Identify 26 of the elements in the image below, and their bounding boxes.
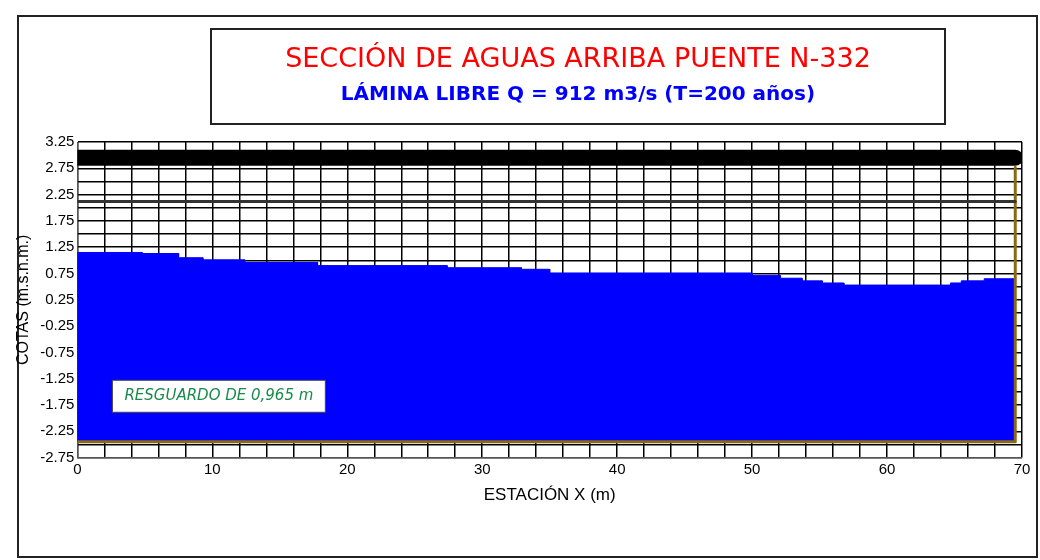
y-tick-label: -2.25 <box>40 421 75 439</box>
y-tick-label: 2.25 <box>45 184 75 202</box>
x-tick-label: 50 <box>743 459 761 477</box>
x-tick-label: 60 <box>878 459 896 477</box>
y-tick-label: 3.25 <box>45 132 75 150</box>
y-tick-label: 0.25 <box>45 289 75 307</box>
y-tick-label: -0.75 <box>40 342 75 360</box>
x-tick-label: 70 <box>1013 459 1031 477</box>
x-tick-label: 20 <box>338 459 356 477</box>
y-axis-title: COTAS (m.s.n.m.) <box>14 234 32 365</box>
chart-subtitle: LÁMINA LIBRE Q = 912 m3/s (T=200 años) <box>339 81 817 105</box>
x-tick-label: 40 <box>608 459 626 477</box>
x-tick-label: 0 <box>73 459 82 477</box>
annotation: RESGUARDO DE 0,965 m <box>124 386 314 405</box>
y-tick-label: 0.75 <box>45 263 75 281</box>
y-tick-label: 2.75 <box>45 158 75 176</box>
x-tick-label: 10 <box>203 459 221 477</box>
y-tick-label: -1.75 <box>40 395 75 413</box>
y-tick-label: 1.25 <box>45 237 75 255</box>
y-tick-label: -0.25 <box>40 316 75 334</box>
x-tick-label: 30 <box>473 459 491 477</box>
y-tick-label: -1.25 <box>40 368 75 386</box>
x-axis-title: ESTACIÓN X (m) <box>483 485 616 505</box>
chart-title: SECCIÓN DE AGUAS ARRIBA PUENTE N-332 <box>284 42 872 73</box>
y-tick-label: -2.75 <box>40 447 75 465</box>
y-tick-label: 1.75 <box>45 211 75 229</box>
